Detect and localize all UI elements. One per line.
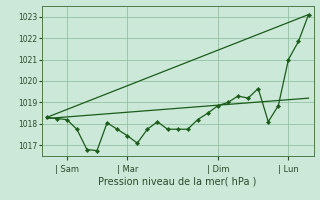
X-axis label: Pression niveau de la mer( hPa ): Pression niveau de la mer( hPa )	[99, 177, 257, 187]
